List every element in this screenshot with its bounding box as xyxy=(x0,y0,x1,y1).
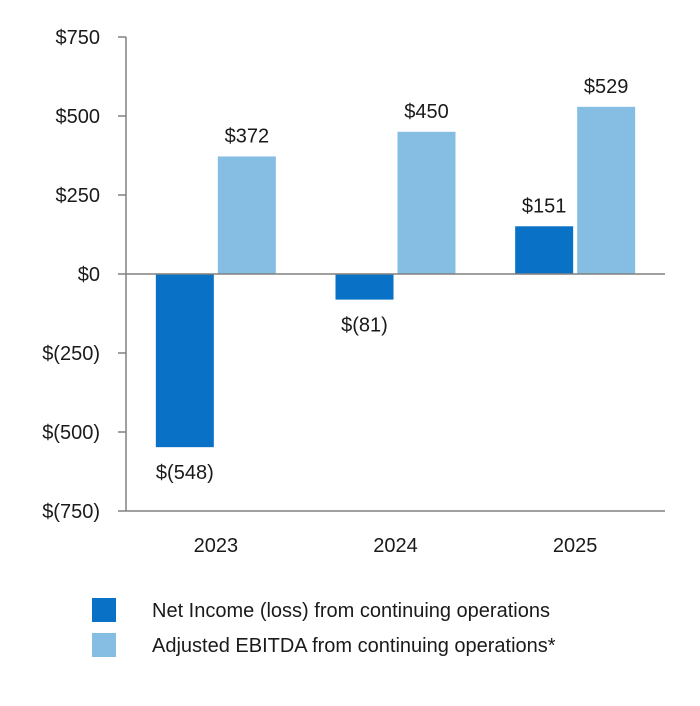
data-label-2023-series-1: $372 xyxy=(225,125,270,147)
y-tick-label: $0 xyxy=(78,264,100,286)
data-label-2024-series-1: $450 xyxy=(404,101,449,123)
bar-2023-series-1 xyxy=(217,156,276,274)
data-label-2025-series-1: $529 xyxy=(584,76,629,98)
bars-layer xyxy=(126,106,665,448)
bar-2024-series-0 xyxy=(335,274,394,300)
legend: Net Income (loss) from continuing operat… xyxy=(92,598,556,657)
x-category-label: 2024 xyxy=(373,535,418,557)
y-tick-label: $250 xyxy=(56,185,101,207)
y-tick-label: $500 xyxy=(56,106,101,128)
labels-layer: $(548) $372 2023 $(81) $450 2024 $151 $529 2025 xyxy=(156,76,628,557)
legend-swatch-series-1 xyxy=(92,633,116,657)
bar-2024-series-1 xyxy=(397,131,456,274)
y-tick-label: $(750) xyxy=(42,501,100,523)
data-label-2023-series-0: $(548) xyxy=(156,462,214,484)
legend-label-series-1: Adjusted EBITDA from continuing operatio… xyxy=(152,635,556,657)
y-tick-label: $750 xyxy=(56,27,101,49)
y-tick-label: $(250) xyxy=(42,343,100,365)
x-category-label: 2023 xyxy=(194,535,239,557)
data-label-2025-series-0: $151 xyxy=(522,195,567,217)
legend-label-series-0: Net Income (loss) from continuing operat… xyxy=(152,600,550,622)
bar-2025-series-1 xyxy=(577,106,636,274)
bar-2025-series-0 xyxy=(515,226,574,274)
y-tick-label: $(500) xyxy=(42,422,100,444)
x-category-label: 2025 xyxy=(553,535,598,557)
legend-swatch-series-0 xyxy=(92,598,116,622)
bar-2023-series-0 xyxy=(155,274,214,448)
data-label-2024-series-0: $(81) xyxy=(341,315,388,337)
axes-layer: $750 $500 $250 $0 $(250) $(500) $(750) xyxy=(42,27,665,523)
